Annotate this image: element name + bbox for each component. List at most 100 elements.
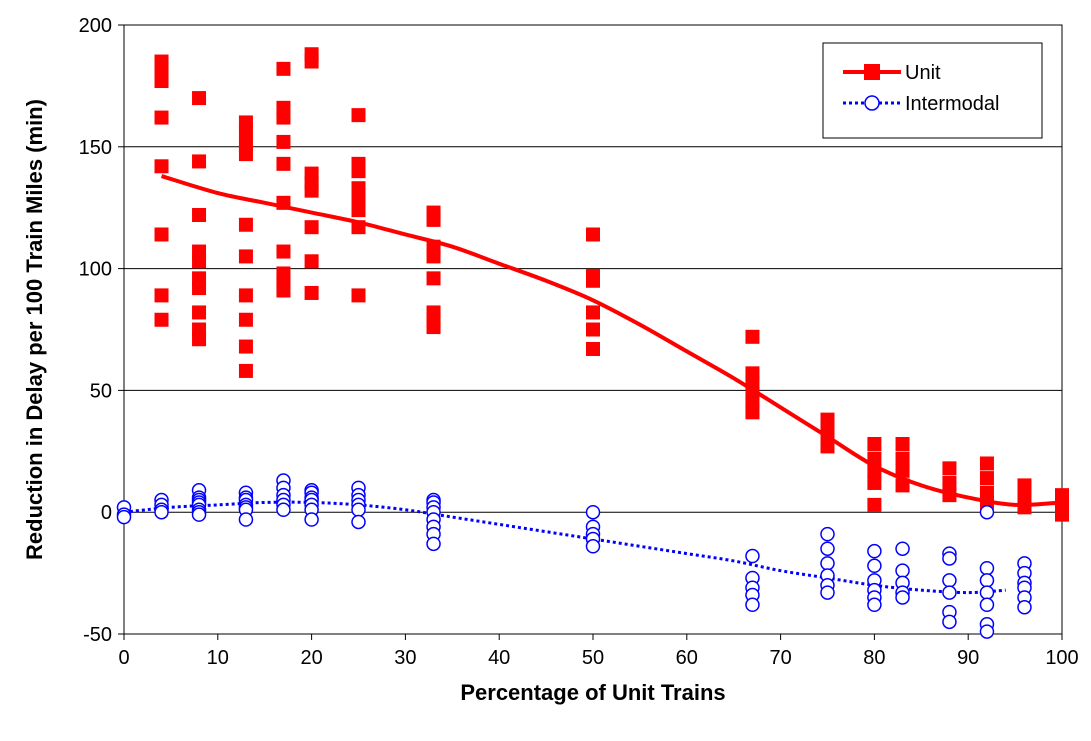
- unit-point: [426, 212, 441, 227]
- intermodal-point: [979, 573, 995, 588]
- intermodal-point: [979, 597, 995, 613]
- unit-point: [979, 456, 994, 471]
- unit-point: [304, 220, 319, 235]
- unit-point: [304, 254, 319, 269]
- unit-point: [351, 164, 366, 179]
- intermodal-point: [867, 558, 882, 574]
- unit-point: [304, 54, 319, 69]
- x-tick-label: 30: [394, 647, 416, 669]
- unit-point: [351, 203, 366, 218]
- x-tick-label: 80: [863, 647, 885, 669]
- unit-point: [154, 159, 169, 174]
- intermodal-point: [979, 585, 995, 600]
- unit-point: [1055, 507, 1069, 522]
- unit-point: [238, 125, 253, 140]
- unit-point: [586, 322, 600, 337]
- unit-point: [895, 436, 910, 451]
- intermodal-point: [942, 585, 957, 600]
- unit-point: [276, 61, 291, 76]
- series-unit: [154, 47, 1069, 522]
- intermodal-point: [942, 573, 957, 588]
- intermodal-point: [585, 504, 601, 520]
- unit-point: [942, 461, 957, 476]
- unit-point: [192, 305, 207, 320]
- unit-trendline: [160, 174, 1063, 508]
- x-tick-label: 60: [676, 647, 698, 669]
- unit-point: [192, 208, 207, 223]
- unit-point: [426, 271, 441, 286]
- intermodal-point: [426, 536, 441, 552]
- x-tick-label: 0: [118, 647, 129, 669]
- intermodal-point: [867, 543, 882, 559]
- x-tick-label: 50: [582, 647, 604, 669]
- intermodal-point: [154, 504, 169, 520]
- unit-point: [276, 156, 291, 171]
- intermodal-point: [942, 614, 957, 630]
- legend-item-intermodal: Intermodal: [843, 93, 1000, 115]
- intermodal-point: [979, 504, 995, 520]
- unit-point: [154, 74, 169, 89]
- intermodal-point: [585, 539, 601, 554]
- intermodal-point: [351, 502, 366, 518]
- unit-point: [942, 475, 957, 490]
- unit-point: [154, 227, 169, 242]
- unit-point: [351, 108, 366, 123]
- legend-intermodal-label: Intermodal: [905, 93, 1000, 115]
- legend-unit-label: Unit: [905, 62, 941, 84]
- unit-point: [586, 341, 600, 356]
- x-tick-label: 100: [1045, 647, 1078, 669]
- x-tick-label: 20: [300, 647, 322, 669]
- unit-point: [276, 244, 291, 259]
- intermodal-point: [1017, 599, 1032, 615]
- unit-point: [154, 312, 169, 327]
- unit-point: [238, 363, 253, 378]
- unit-point: [586, 305, 600, 320]
- x-axis-ticks: 0 10 20 30 40 50 60 70 80 90 100: [118, 634, 1079, 669]
- unit-point: [192, 332, 207, 347]
- y-tick-label: 50: [90, 380, 112, 402]
- unit-point: [238, 288, 253, 303]
- intermodal-point: [895, 590, 910, 605]
- unit-point: [426, 249, 441, 264]
- unit-point: [895, 463, 910, 478]
- unit-point: [979, 471, 994, 486]
- unit-point: [192, 91, 207, 106]
- intermodal-point: [304, 512, 319, 527]
- unit-point: [586, 227, 600, 242]
- unit-point: [276, 134, 291, 149]
- unit-point: [154, 61, 169, 76]
- unit-point: [351, 190, 366, 205]
- unit-point: [276, 110, 291, 125]
- unit-point: [238, 339, 253, 354]
- intermodal-point: [276, 502, 291, 518]
- intermodal-point: [895, 563, 910, 578]
- unit-point: [745, 329, 760, 344]
- unit-point: [154, 288, 169, 303]
- intermodal-point: [238, 512, 254, 527]
- unit-point: [238, 147, 253, 162]
- unit-point: [1017, 478, 1032, 493]
- x-tick-label: 70: [769, 647, 791, 669]
- unit-point: [238, 249, 253, 264]
- unit-point: [586, 273, 600, 288]
- intermodal-point: [820, 526, 835, 542]
- y-axis-title: Reduction in Delay per 100 Train Miles (…: [22, 99, 47, 560]
- intermodal-point: [979, 560, 995, 576]
- intermodal-point: [895, 541, 910, 556]
- legend-item-unit: Unit: [843, 62, 941, 84]
- intermodal-point: [867, 597, 882, 613]
- intermodal-point: [191, 507, 207, 522]
- series-intermodal: [116, 473, 1032, 639]
- unit-point: [238, 312, 253, 327]
- unit-point: [867, 475, 882, 490]
- unit-point: [867, 436, 882, 451]
- intermodal-point: [942, 551, 957, 566]
- y-tick-label: 100: [79, 259, 112, 281]
- legend-intermodal-marker: [864, 95, 880, 111]
- intermodal-point: [820, 556, 835, 571]
- legend: Unit Intermodal: [822, 42, 1043, 139]
- unit-point: [304, 183, 319, 198]
- y-tick-label: 0: [101, 502, 112, 524]
- intermodal-point: [745, 597, 760, 613]
